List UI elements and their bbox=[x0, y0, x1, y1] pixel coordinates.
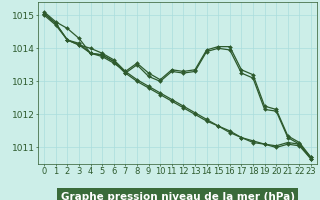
Text: Graphe pression niveau de la mer (hPa): Graphe pression niveau de la mer (hPa) bbox=[60, 192, 295, 200]
